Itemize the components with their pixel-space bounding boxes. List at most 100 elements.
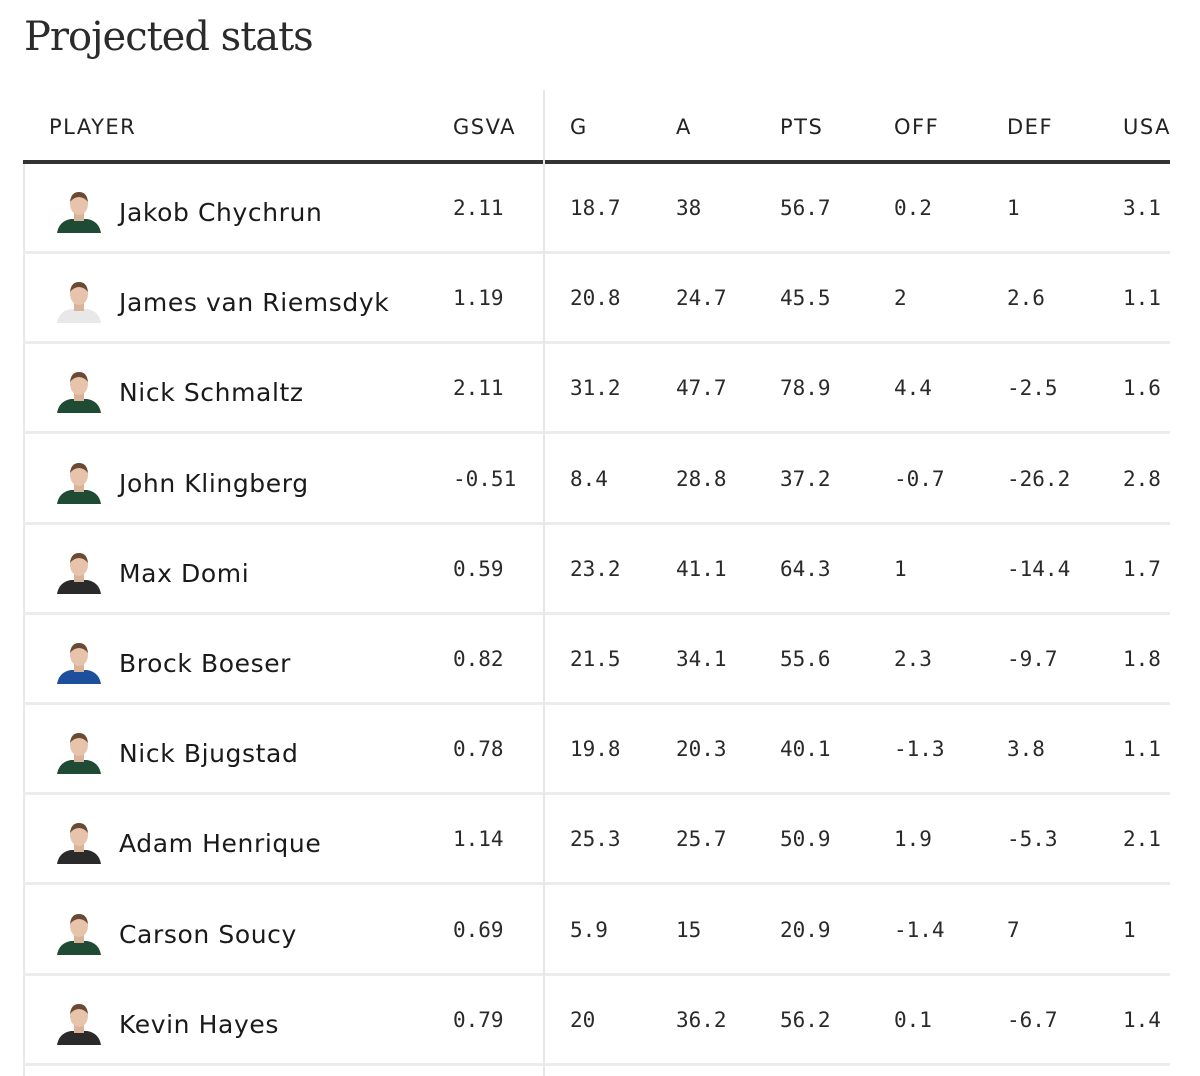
stat-pts: 45.5 [780,286,831,311]
stat-gsva: 0.78 [453,737,504,762]
stat-def: -26.2 [1007,466,1071,491]
stat-pts: 56.7 [780,196,831,220]
stat-off: 0.2 [894,196,932,220]
stat-off: -1.4 [894,917,945,942]
stat-a: 28.8 [676,466,727,491]
stat-def: 3.8 [1007,737,1045,762]
stat-g: 25.3 [570,827,621,852]
player-name[interactable]: Brock Boeser [119,649,292,678]
player-name[interactable]: John Klingberg [119,468,309,498]
table-left-border [23,164,25,1076]
stat-off: -0.7 [894,466,945,491]
player-name[interactable]: Nick Bjugstad [119,739,299,769]
stat-a: 47.7 [676,376,727,401]
stat-off: 4.4 [894,376,932,401]
table-row[interactable]: James van Riemsdyk 1.19 20.8 24.7 45.5 2 2.6 1.… [23,254,1170,345]
stat-a: 36.2 [676,1007,727,1032]
stat-usa: 2.8 [1123,466,1161,491]
stat-gsva: 0.59 [453,556,504,581]
stat-a: 15 [676,917,702,942]
player-name[interactable]: Jakob Chychrun [119,198,323,227]
stat-usa: 3.1 [1123,196,1161,220]
stat-gsva: 2.11 [453,196,504,220]
player-headshot-icon [55,189,103,233]
stat-a: 25.7 [676,827,727,852]
stat-gsva: 2.11 [453,376,504,401]
stat-gsva: -0.51 [453,466,517,491]
table-row[interactable]: Nick Bjugstad 0.78 19.8 20.3 40.1 -1.3 3.8 1.1 [23,705,1170,796]
stat-def: 7 [1007,917,1020,942]
player-headshot-icon [55,460,103,504]
stat-g: 21.5 [570,647,621,671]
stat-pts: 20.9 [780,917,831,942]
stat-gsva: 1.19 [453,286,504,311]
stat-a: 38 [676,196,702,220]
stat-g: 19.8 [570,737,621,762]
stat-usa: 1.4 [1123,1007,1161,1032]
player-headshot-icon [55,550,103,594]
stat-def: 2.6 [1007,286,1045,311]
stat-def: -2.5 [1007,376,1058,401]
stat-gsva: 0.82 [453,647,504,671]
stat-off: 1.9 [894,827,932,852]
stat-pts: 64.3 [780,556,831,581]
table-row[interactable]: Adam Henrique 1.14 25.3 25.7 50.9 1.9 -5.3 2.1 [23,795,1170,886]
stat-g: 23.2 [570,556,621,581]
stat-g: 31.2 [570,376,621,401]
stat-gsva: 0.69 [453,917,504,942]
stat-usa: 1.7 [1123,556,1161,581]
stat-off: -1.3 [894,737,945,762]
stat-usa: 1.6 [1123,376,1161,401]
stat-pts: 56.2 [780,1007,831,1032]
stat-def: -5.3 [1007,827,1058,852]
column-header-pts[interactable]: PTS [780,115,824,139]
stat-def: -14.4 [1007,556,1071,581]
column-header-def[interactable]: DEF [1007,115,1054,139]
table-row[interactable]: Kevin Hayes 0.79 20 36.2 56.2 0.1 -6.7 1.4 [23,976,1170,1066]
stat-g: 20 [570,1007,596,1032]
stat-usa: 2.1 [1123,827,1161,852]
stat-a: 24.7 [676,286,727,311]
player-name[interactable]: Nick Schmaltz [119,378,304,408]
stat-gsva: 0.79 [453,1007,504,1032]
stat-a: 34.1 [676,647,727,671]
stat-gsva: 1.14 [453,827,504,852]
stat-off: 2.3 [894,647,932,671]
table-row[interactable]: Nick Schmaltz 2.11 31.2 47.7 78.9 4.4 -2.5 1.6 [23,344,1170,435]
player-headshot-icon [55,1001,103,1045]
stat-pts: 55.6 [780,647,831,671]
player-name[interactable]: Carson Soucy [119,919,297,949]
player-name[interactable]: Max Domi [119,558,250,588]
stat-usa: 1.1 [1123,286,1161,311]
page-title: Projected stats [24,14,314,60]
stat-def: -6.7 [1007,1007,1058,1032]
table-row[interactable]: Jakob Chychrun 2.11 18.7 38 56.7 0.2 1 3.1 [23,164,1170,254]
stat-a: 41.1 [676,556,727,581]
column-header-off[interactable]: OFF [894,115,940,139]
player-name[interactable]: Adam Henrique [119,829,322,859]
column-header-gsva[interactable]: GSVA [453,115,516,139]
table-row[interactable]: Carson Soucy 0.69 5.9 15 20.9 -1.4 7 1 [23,886,1170,976]
table-header: PLAYER GSVA G A PTS OFF DEF USA [23,90,1170,162]
table-row[interactable]: John Klingberg -0.51 8.4 28.8 37.2 -0.7 -26.2 2… [23,435,1170,525]
player-name[interactable]: Kevin Hayes [119,1009,279,1039]
column-header-g[interactable]: G [570,115,588,139]
player-name[interactable]: James van Riemsdyk [119,288,390,318]
column-header-usa[interactable]: USA [1123,115,1170,139]
stat-pts: 78.9 [780,376,831,401]
column-header-a[interactable]: A [676,115,692,139]
player-headshot-icon [55,369,103,414]
stat-g: 18.7 [570,196,621,220]
stat-g: 8.4 [570,466,608,491]
column-header-player[interactable]: PLAYER [49,115,137,139]
stat-def: -9.7 [1007,647,1058,671]
stat-g: 20.8 [570,286,621,311]
table-row[interactable]: Max Domi 0.59 23.2 41.1 64.3 1 -14.4 1.7 [23,525,1170,615]
table-row[interactable]: Brock Boeser 0.82 21.5 34.1 55.6 2.3 -9.7 1.8 [23,615,1170,705]
stat-usa: 1.1 [1123,737,1161,762]
player-headshot-icon [55,730,103,775]
stat-off: 1 [894,556,907,581]
stat-usa: 1.8 [1123,647,1161,671]
stat-pts: 50.9 [780,827,831,852]
player-headshot-icon [55,640,103,684]
